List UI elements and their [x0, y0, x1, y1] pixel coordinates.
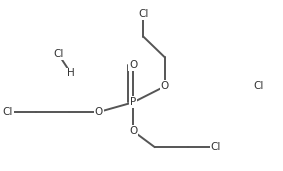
Text: O: O: [129, 61, 137, 70]
Text: H: H: [67, 68, 75, 78]
Text: Cl: Cl: [211, 142, 221, 152]
Text: O: O: [129, 126, 137, 136]
Text: Cl: Cl: [3, 107, 13, 117]
Text: Cl: Cl: [138, 9, 149, 19]
Text: O: O: [161, 81, 169, 91]
Text: P: P: [130, 97, 136, 107]
Text: Cl: Cl: [53, 49, 64, 59]
Text: O: O: [95, 107, 103, 117]
Text: Cl: Cl: [254, 81, 264, 91]
